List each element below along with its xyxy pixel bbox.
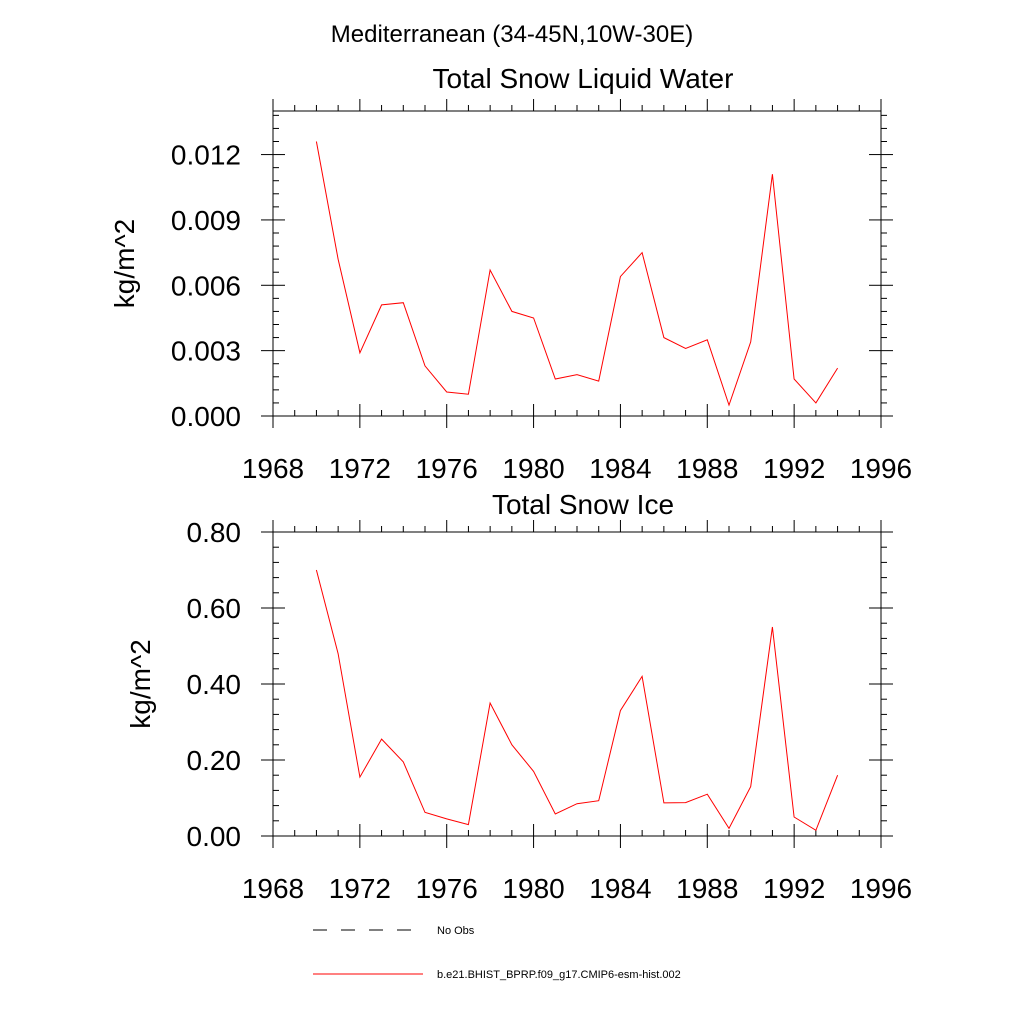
panel-title: Total Snow Ice [492, 489, 674, 520]
panel-title: Total Snow Liquid Water [433, 63, 734, 94]
y-tick-label: 0.012 [171, 140, 241, 171]
x-tick-label: 1980 [502, 453, 564, 484]
x-tick-label: 1980 [502, 873, 564, 904]
plot-frame [272, 531, 882, 837]
x-tick-label: 1984 [589, 453, 651, 484]
figure-title: Mediterranean (34-45N,10W-30E) [331, 21, 693, 48]
x-tick-label: 1988 [676, 453, 738, 484]
series-line-model [315, 569, 839, 832]
panel-snow-liquid-water: Total Snow Liquid Water kg/m^2 1968 1972 197… [109, 63, 912, 484]
legend-label-no-obs: No Obs [437, 925, 475, 937]
x-tick-label: 1996 [850, 453, 912, 484]
x-tick-label: 1968 [242, 873, 304, 904]
x-tick-label: 1988 [676, 873, 738, 904]
y-tick-label: 0.003 [171, 336, 241, 367]
y-tick-label: 0.000 [171, 401, 241, 432]
x-tick-label: 1972 [329, 453, 391, 484]
y-tick-label: 0.009 [171, 205, 241, 236]
y-tick-label: 0.60 [187, 593, 242, 624]
x-tick-label: 1992 [763, 453, 825, 484]
y-tick-label: 0.006 [171, 270, 241, 301]
series-line-model [315, 141, 839, 407]
legend: No Obs b.e21.BHIST_BPRP.f09_g17.CMIP6-es… [313, 925, 681, 981]
x-tick-label: 1976 [416, 453, 478, 484]
x-tick-label: 1972 [329, 873, 391, 904]
x-tick-label: 1976 [416, 873, 478, 904]
x-tick-label: 1968 [242, 453, 304, 484]
x-tick-label: 1996 [850, 873, 912, 904]
x-tick-label: 1984 [589, 873, 651, 904]
y-tick-label: 0.80 [187, 517, 242, 548]
y-axis-label: kg/m^2 [109, 219, 140, 308]
y-tick-label: 0.40 [187, 669, 242, 700]
y-tick-label: 0.20 [187, 745, 242, 776]
y-tick-label: 0.00 [187, 821, 242, 852]
legend-label-model: b.e21.BHIST_BPRP.f09_g17.CMIP6-esm-hist.… [437, 969, 681, 981]
x-tick-label: 1992 [763, 873, 825, 904]
y-axis-label: kg/m^2 [125, 639, 156, 728]
panel-snow-ice: Total Snow Ice kg/m^2 1968 1972 1976 1980 1984… [125, 489, 912, 904]
plot-frame [272, 110, 882, 417]
